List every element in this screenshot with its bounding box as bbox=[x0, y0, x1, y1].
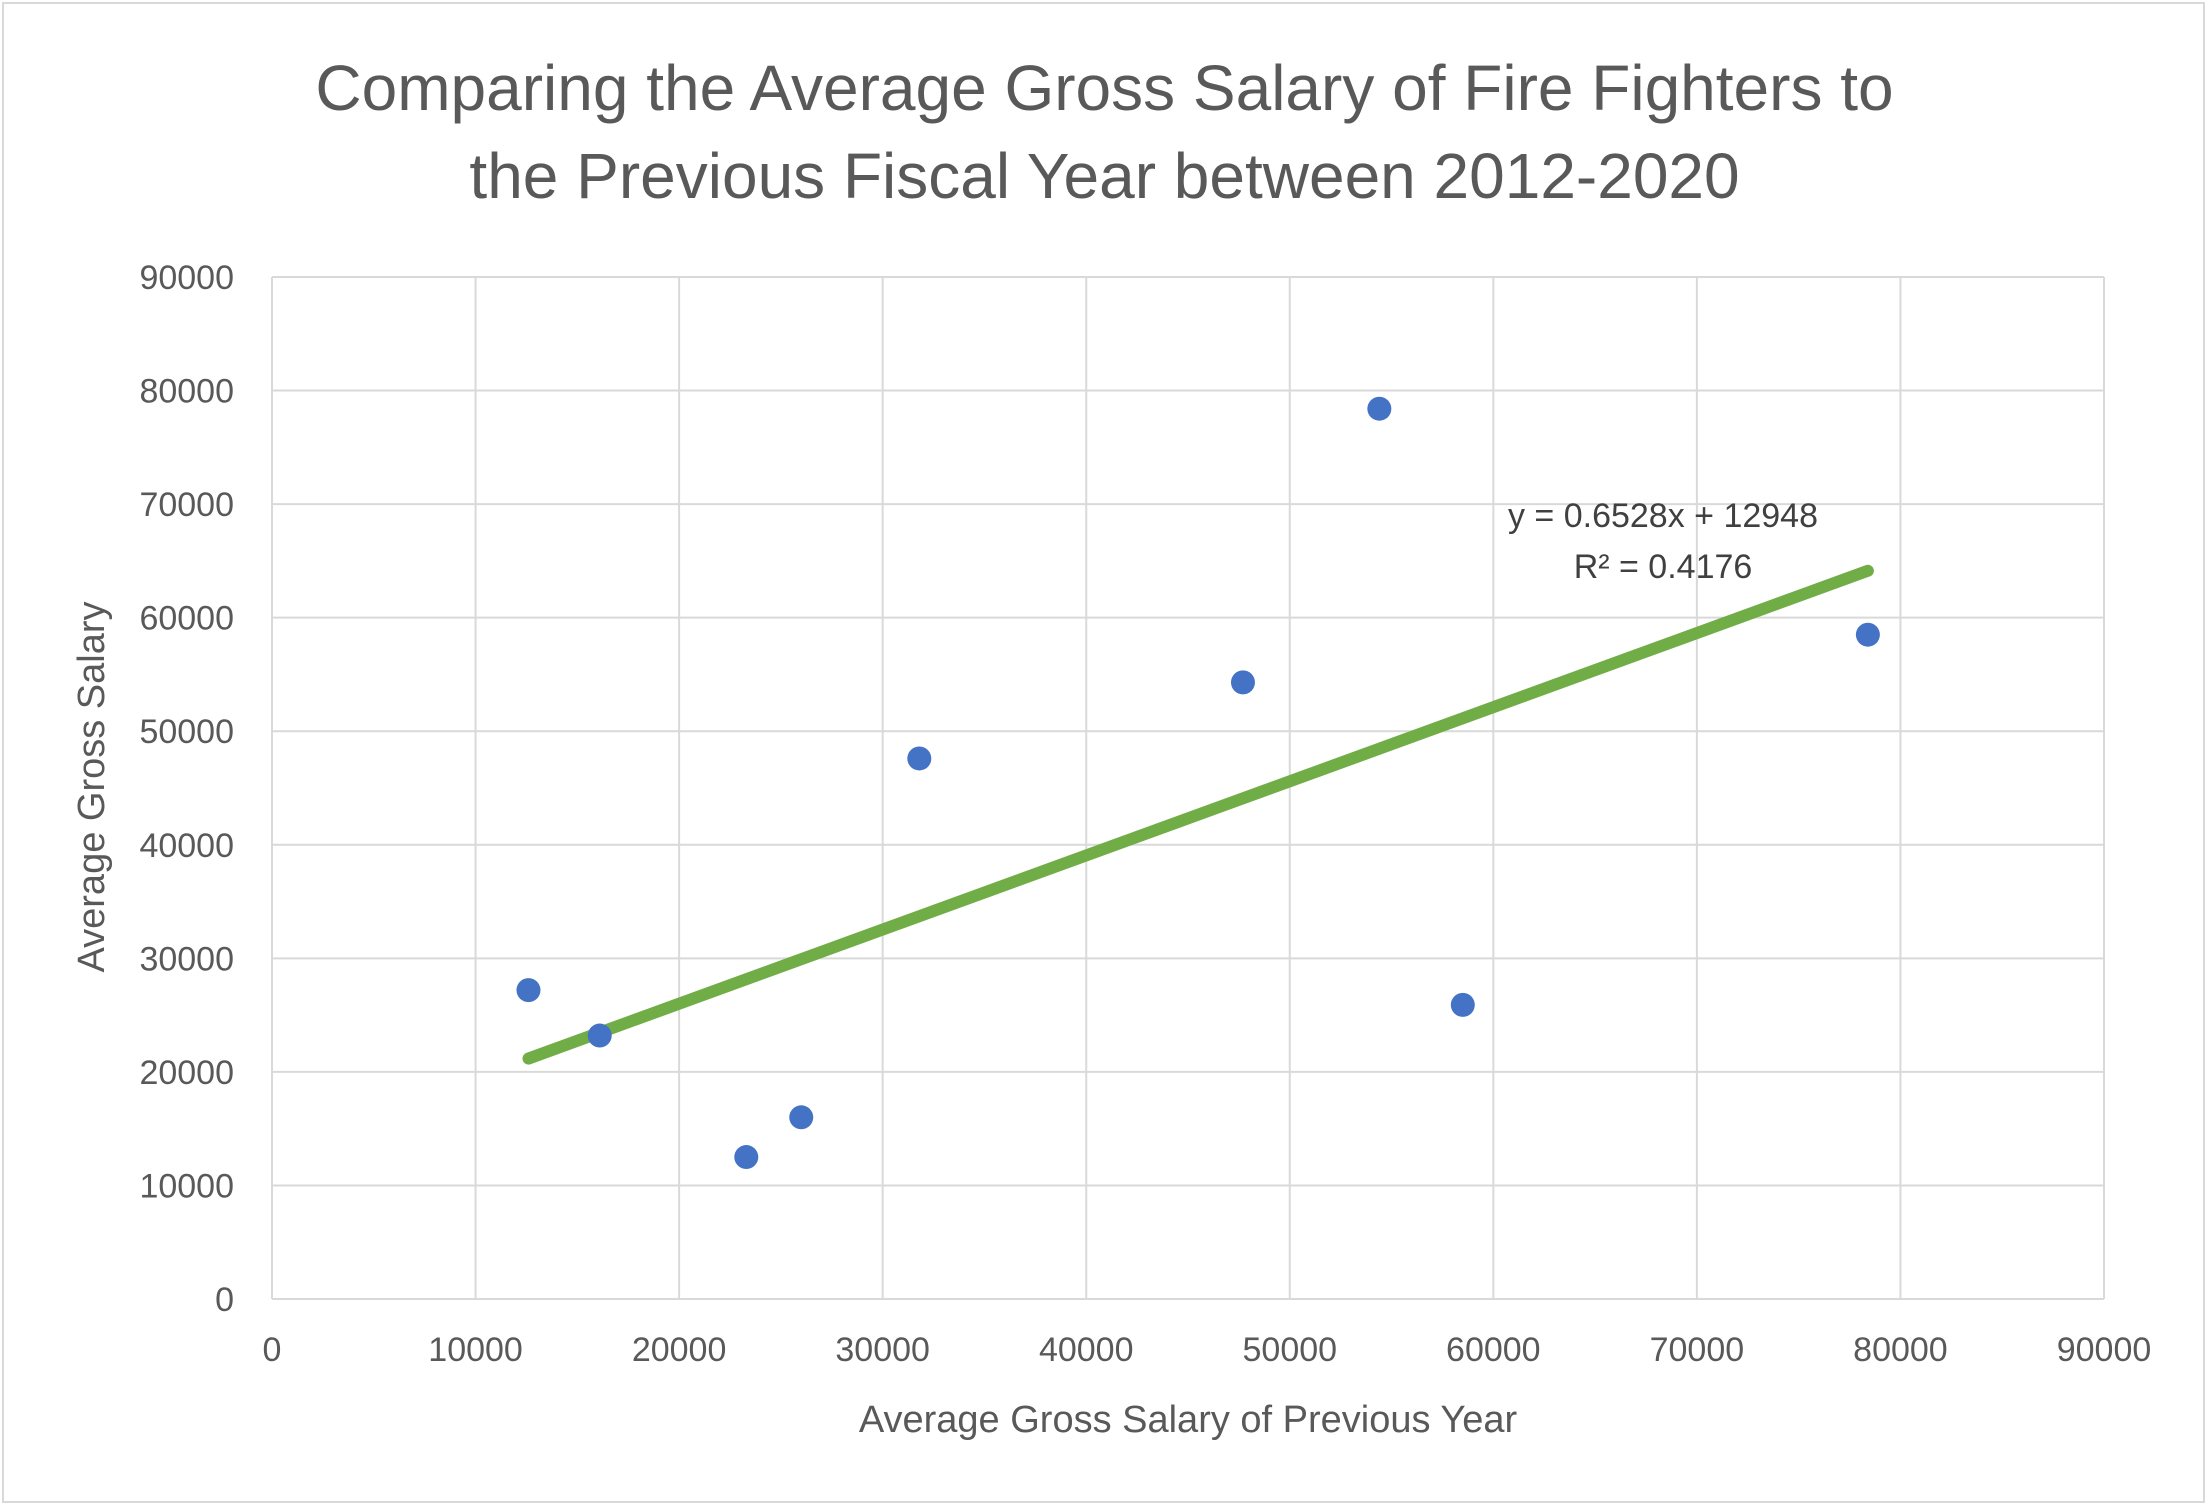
y-tick-label: 70000 bbox=[139, 486, 234, 524]
x-tick-label: 80000 bbox=[1853, 1331, 1948, 1369]
trendline-r-squared: R² = 0.4176 bbox=[1574, 548, 1753, 586]
trendline-group bbox=[522, 564, 1874, 1065]
y-tick-label: 30000 bbox=[139, 940, 234, 978]
y-tick-label: 0 bbox=[215, 1281, 234, 1319]
trendline-equation: y = 0.6528x + 12948 bbox=[1508, 497, 1818, 535]
x-tick-label: 90000 bbox=[2057, 1331, 2152, 1369]
data-point bbox=[587, 1023, 612, 1048]
data-points bbox=[516, 396, 1880, 1170]
y-tick-label: 40000 bbox=[139, 827, 234, 865]
y-axis-title: Average Gross Salary bbox=[71, 601, 113, 972]
y-tick-label: 90000 bbox=[139, 259, 234, 297]
data-point bbox=[1367, 396, 1392, 421]
x-tick-label: 60000 bbox=[1446, 1331, 1541, 1369]
x-tick-label: 40000 bbox=[1039, 1331, 1134, 1369]
x-tick-label: 10000 bbox=[428, 1331, 523, 1369]
x-tick-label: 50000 bbox=[1243, 1331, 1338, 1369]
gridlines bbox=[271, 276, 2105, 1300]
data-point bbox=[516, 978, 541, 1003]
x-tick-label: 70000 bbox=[1650, 1331, 1745, 1369]
x-tick-labels: 0 10000 20000 30000 40000 50000 60000 70000 8000… bbox=[263, 1331, 2152, 1369]
data-point bbox=[1450, 992, 1475, 1017]
data-point bbox=[789, 1105, 814, 1130]
data-point bbox=[734, 1145, 759, 1170]
y-tick-label: 20000 bbox=[139, 1054, 234, 1092]
y-tick-labels: 0 10000 20000 30000 40000 50000 60000 70000 8000… bbox=[139, 259, 234, 1319]
y-tick-label: 10000 bbox=[139, 1167, 234, 1205]
y-tick-label: 50000 bbox=[139, 713, 234, 751]
y-tick-label: 60000 bbox=[139, 600, 234, 638]
trendline bbox=[522, 564, 1874, 1065]
x-tick-label: 20000 bbox=[632, 1331, 727, 1369]
data-point bbox=[1855, 622, 1880, 647]
y-tick-label: 80000 bbox=[139, 373, 234, 411]
x-tick-label: 30000 bbox=[835, 1331, 930, 1369]
data-point bbox=[907, 746, 932, 771]
chart-title: Comparing the Average Gross Salary of Fi… bbox=[315, 52, 1894, 212]
data-point bbox=[1230, 670, 1255, 695]
x-tick-label: 0 bbox=[263, 1331, 282, 1369]
x-axis-title: Average Gross Salary of Previous Year bbox=[859, 1399, 1518, 1441]
